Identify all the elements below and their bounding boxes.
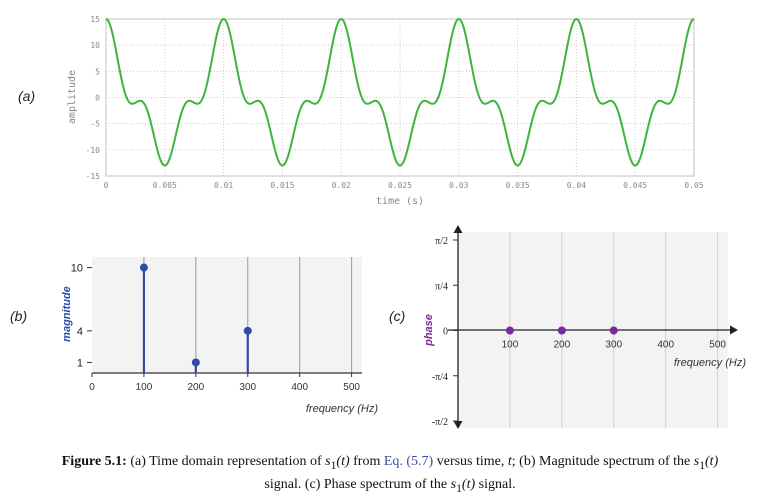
panel-c-x-ticks: 100 200 300 400 500 — [502, 340, 727, 351]
panel-b-stems — [139, 263, 252, 373]
panel-c-y-ticks: π/2 π/4 0 -π/4 -π/2 — [432, 236, 458, 428]
caption-text-1: (a) Time domain representation of — [126, 454, 326, 469]
y-tick-label: -10 — [86, 146, 101, 155]
y-tick-label: -15 — [86, 172, 101, 181]
caption-text-3: versus time, — [433, 454, 508, 469]
x-tick-label: 300 — [239, 382, 256, 393]
panel-c-x-axis-label: frequency (Hz) — [674, 357, 746, 369]
panel-a-label: (a) — [18, 88, 35, 104]
x-tick-label: 0.05 — [684, 181, 703, 190]
y-tick-label: -π/2 — [432, 417, 448, 428]
phase-point — [505, 326, 514, 335]
panel-a-y-axis-label: amplitude — [67, 70, 78, 124]
panel-b-x-axis-label: frequency (Hz) — [306, 403, 378, 415]
caption-symbol-2: s — [693, 454, 700, 469]
panel-b-plot-bg — [92, 257, 362, 373]
x-tick-label: 0.02 — [332, 181, 351, 190]
panel-b-x-ticks: 0 100 200 300 400 500 — [89, 373, 360, 393]
x-tick-label: 400 — [291, 382, 308, 393]
x-tick-label: 0 — [104, 181, 109, 190]
x-tick-label: 100 — [136, 382, 153, 393]
caption-text-6: signal. — [475, 476, 516, 492]
caption-arg-3: (t) — [461, 476, 476, 492]
panel-a: (a) 0 0.005 0.01 0.015 0.02 0.025 0.03 0.035 0.0… — [18, 15, 704, 207]
x-tick-label: 0.005 — [153, 181, 177, 190]
panel-a-grid — [105, 18, 695, 177]
magnitude-point — [243, 326, 252, 335]
caption-text-5: signal. (c) Phase spectrum of the — [264, 476, 451, 492]
x-tick-label: 500 — [709, 340, 726, 351]
y-tick-label: π/2 — [435, 236, 448, 247]
caption-subscript-3: 1 — [456, 481, 462, 495]
y-tick-label: 0 — [443, 327, 448, 338]
magnitude-point — [139, 263, 148, 272]
x-tick-label: 500 — [343, 382, 360, 393]
y-tick-label: 10 — [90, 41, 100, 50]
y-tick-label: -5 — [90, 120, 100, 129]
x-tick-label: 0.04 — [567, 181, 586, 190]
caption-time-symbol: t — [507, 454, 512, 469]
panel-b-y-axis-label: magnitude — [61, 286, 73, 342]
y-tick-label: 15 — [90, 15, 100, 24]
x-tick-label: 300 — [605, 340, 622, 351]
caption-label: Figure 5.1: — [61, 454, 127, 469]
panel-c-y-axis-bottom-arrow — [453, 421, 463, 429]
y-tick-label: 5 — [95, 67, 100, 76]
y-tick-label: π/4 — [435, 281, 448, 292]
y-tick-label: 0 — [95, 94, 100, 103]
panel-c-points — [505, 326, 618, 335]
phase-point — [609, 326, 618, 335]
panel-c: (c) 100 200 300 400 500 π/2 π/4 0 -π/4 -π/2 freq… — [389, 225, 746, 429]
panel-a-x-ticks: 0 0.005 0.01 0.015 0.02 0.025 0.03 0.035 0.04 0.0… — [104, 181, 704, 190]
x-tick-label: 0.035 — [506, 181, 530, 190]
panel-a-y-ticks: 15 10 5 0 -5 -10 -15 — [86, 15, 101, 181]
x-tick-label: 0.045 — [623, 181, 647, 190]
caption-subscript-2: 1 — [699, 458, 706, 472]
panel-c-y-axis-label: phase — [423, 314, 435, 347]
y-tick-label: 10 — [71, 263, 83, 275]
caption-subscript-1: 1 — [330, 458, 337, 472]
panel-b-label: (b) — [10, 308, 27, 324]
panel-c-x-axis-arrow — [730, 325, 738, 335]
panel-b: (b) 0 100 200 300 400 500 10 4 1 frequency (Hz)… — [10, 257, 378, 415]
caption-arg-2: (t) — [705, 454, 719, 469]
y-tick-label: 4 — [77, 326, 83, 338]
panel-a-x-axis-label: time (s) — [376, 196, 424, 207]
x-tick-label: 100 — [502, 340, 519, 351]
x-tick-label: 400 — [657, 340, 674, 351]
caption-text-2: from — [349, 454, 384, 469]
panel-b-y-ticks: 10 4 1 — [71, 263, 92, 369]
x-tick-label: 0.03 — [449, 181, 468, 190]
x-tick-label: 0.01 — [214, 181, 233, 190]
panel-c-y-axis-top-arrow — [453, 225, 463, 233]
figure-caption: Figure 5.1: (a) Time domain representati… — [60, 452, 720, 498]
caption-text-4: ; (b) Magnitude spectrum of the — [511, 454, 694, 469]
x-tick-label: 200 — [554, 340, 571, 351]
panel-c-label: (c) — [389, 308, 405, 324]
x-tick-label: 0.015 — [270, 181, 294, 190]
equation-link[interactable]: Eq. (5.7) — [383, 454, 434, 469]
y-tick-label: -π/4 — [432, 372, 448, 383]
y-tick-label: 1 — [77, 357, 83, 369]
caption-symbol-3: s — [450, 476, 457, 492]
x-tick-label: 0.025 — [388, 181, 412, 190]
caption-symbol-1: s — [325, 454, 331, 469]
phase-point — [557, 326, 566, 335]
x-tick-label: 200 — [188, 382, 205, 393]
x-tick-label: 0 — [89, 382, 95, 393]
signal-line — [105, 17, 695, 167]
caption-arg-1: (t) — [336, 454, 350, 469]
magnitude-point — [191, 358, 200, 367]
